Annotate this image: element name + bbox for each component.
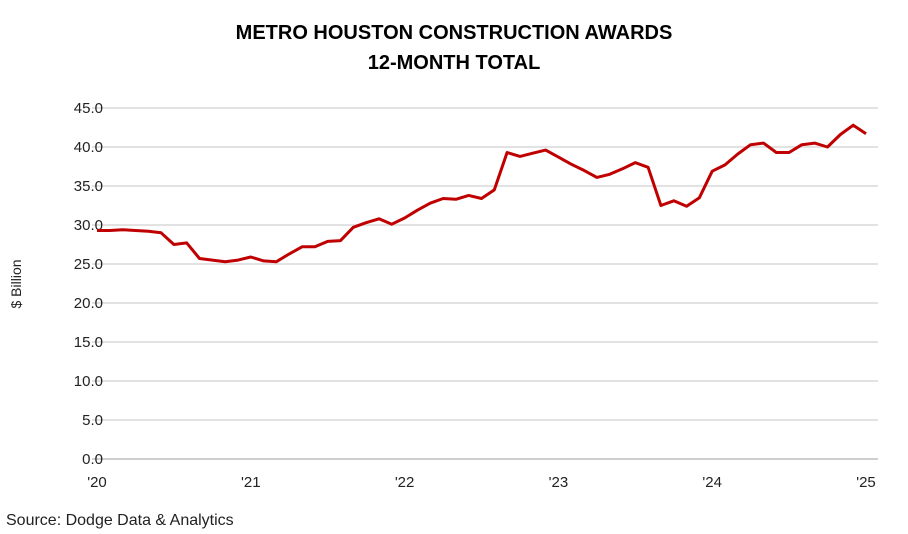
y-tick-label: 5.0 xyxy=(82,412,103,429)
chart-subtitle: 12-MONTH TOTAL xyxy=(368,52,541,74)
y-tick-label: 25.0 xyxy=(74,256,103,273)
y-tick-label: 10.0 xyxy=(74,373,103,390)
chart-title: METRO HOUSTON CONSTRUCTION AWARDS xyxy=(236,22,673,44)
y-tick-label: 0.0 xyxy=(82,451,103,468)
y-tick-label: 20.0 xyxy=(74,295,103,312)
y-axis-label: $ Billion xyxy=(8,259,24,308)
x-tick-label: '20 xyxy=(87,474,107,491)
y-tick-label: 40.0 xyxy=(74,139,103,156)
x-tick-label: '23 xyxy=(549,474,569,491)
y-tick-label: 30.0 xyxy=(74,217,103,234)
x-tick-label: '24 xyxy=(702,474,722,491)
y-tick-label: 15.0 xyxy=(74,334,103,351)
series-line xyxy=(97,123,867,264)
y-tick-label: 45.0 xyxy=(74,100,103,117)
y-tick-label: 35.0 xyxy=(74,178,103,195)
x-tick-label: '21 xyxy=(241,474,261,491)
x-tick-label: '25 xyxy=(856,474,876,491)
x-tick-label: '22 xyxy=(395,474,415,491)
source-note: Source: Dodge Data & Analytics xyxy=(6,512,234,529)
